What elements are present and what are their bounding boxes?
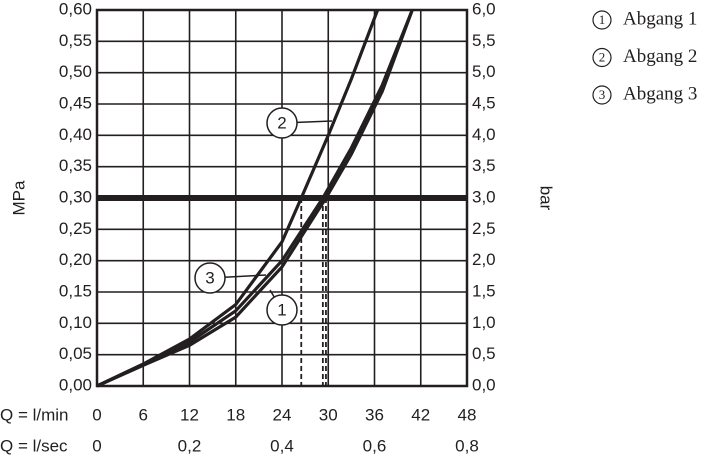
legend-label: Abgang 2 (623, 46, 697, 67)
y2-tick-label: 1,5 (472, 281, 496, 300)
x2-tick-label: 0,2 (178, 436, 202, 455)
y-tick-label: 0,10 (59, 313, 92, 332)
x-axis-label: Q = l/min (0, 405, 69, 424)
x2-tick-label: 0,6 (363, 436, 387, 455)
legend-marker (592, 85, 612, 105)
y2-tick-label: 5,0 (472, 62, 496, 81)
x2-tick-label: 0,8 (455, 436, 479, 455)
y-axis-label: MPa (9, 180, 28, 216)
y2-tick-label: 3,5 (472, 156, 496, 175)
y2-tick-label: 1,0 (472, 313, 496, 332)
y-tick-label: 0,50 (59, 62, 92, 81)
x2-axis-label: Q = l/sec (0, 436, 68, 455)
y-tick-label: 0,15 (59, 281, 92, 300)
legend-marker-label: 1 (599, 12, 606, 27)
x-tick-label: 18 (226, 405, 245, 424)
y2-axis-label: bar (537, 186, 556, 211)
y2-tick-label: 4,5 (472, 93, 496, 112)
callout-label: 1 (277, 300, 286, 319)
callout-circle (266, 107, 298, 139)
legend-marker (592, 47, 612, 68)
series-line (96, 9, 414, 388)
y2-tick-label: 2,0 (472, 250, 496, 269)
y-tick-label: 0,30 (59, 187, 92, 206)
y2-tick-label: 2,5 (472, 219, 496, 238)
callout-circle (194, 262, 226, 294)
legend-label: Abgang 3 (623, 83, 697, 104)
y-tick-label: 0,20 (59, 250, 92, 269)
x2-tick-label: 0,4 (270, 436, 294, 455)
y-tick-label: 0,05 (59, 344, 92, 363)
y-tick-label: 0,45 (59, 93, 92, 112)
y2-tick-label: 3,0 (472, 187, 496, 206)
x2-tick-label: 0 (92, 436, 101, 455)
legend-marker-label: 2 (599, 49, 606, 64)
y-tick-label: 0,00 (59, 375, 92, 394)
y-tick-label: 0,35 (59, 156, 92, 175)
y2-tick-label: 5,5 (472, 31, 496, 50)
x-tick-label: 12 (180, 405, 199, 424)
x-tick-label: 24 (273, 405, 292, 424)
y-tick-label: 0,25 (59, 219, 92, 238)
y2-tick-label: 0,0 (472, 375, 496, 394)
legend-marker (592, 10, 612, 30)
callout-label: 2 (277, 113, 286, 132)
legend-marker-label: 3 (599, 87, 606, 102)
legend-label: Abgang 1 (623, 8, 697, 29)
callout-circle (266, 294, 298, 326)
y-tick-label: 0,55 (59, 31, 92, 50)
callout-label: 3 (205, 268, 214, 287)
y2-tick-label: 4,0 (472, 125, 496, 144)
x-tick-label: 36 (365, 405, 384, 424)
x-tick-label: 0 (92, 405, 101, 424)
y-tick-label: 0,40 (59, 125, 92, 144)
x-tick-label: 42 (411, 405, 430, 424)
y2-tick-label: 6,0 (472, 0, 496, 18)
y-tick-label: 0,60 (59, 0, 92, 18)
series-line (96, 9, 414, 388)
y2-tick-label: 0,5 (472, 344, 496, 363)
x-tick-label: 6 (139, 405, 148, 424)
x-tick-label: 30 (319, 405, 338, 424)
x-tick-label: 48 (458, 405, 477, 424)
